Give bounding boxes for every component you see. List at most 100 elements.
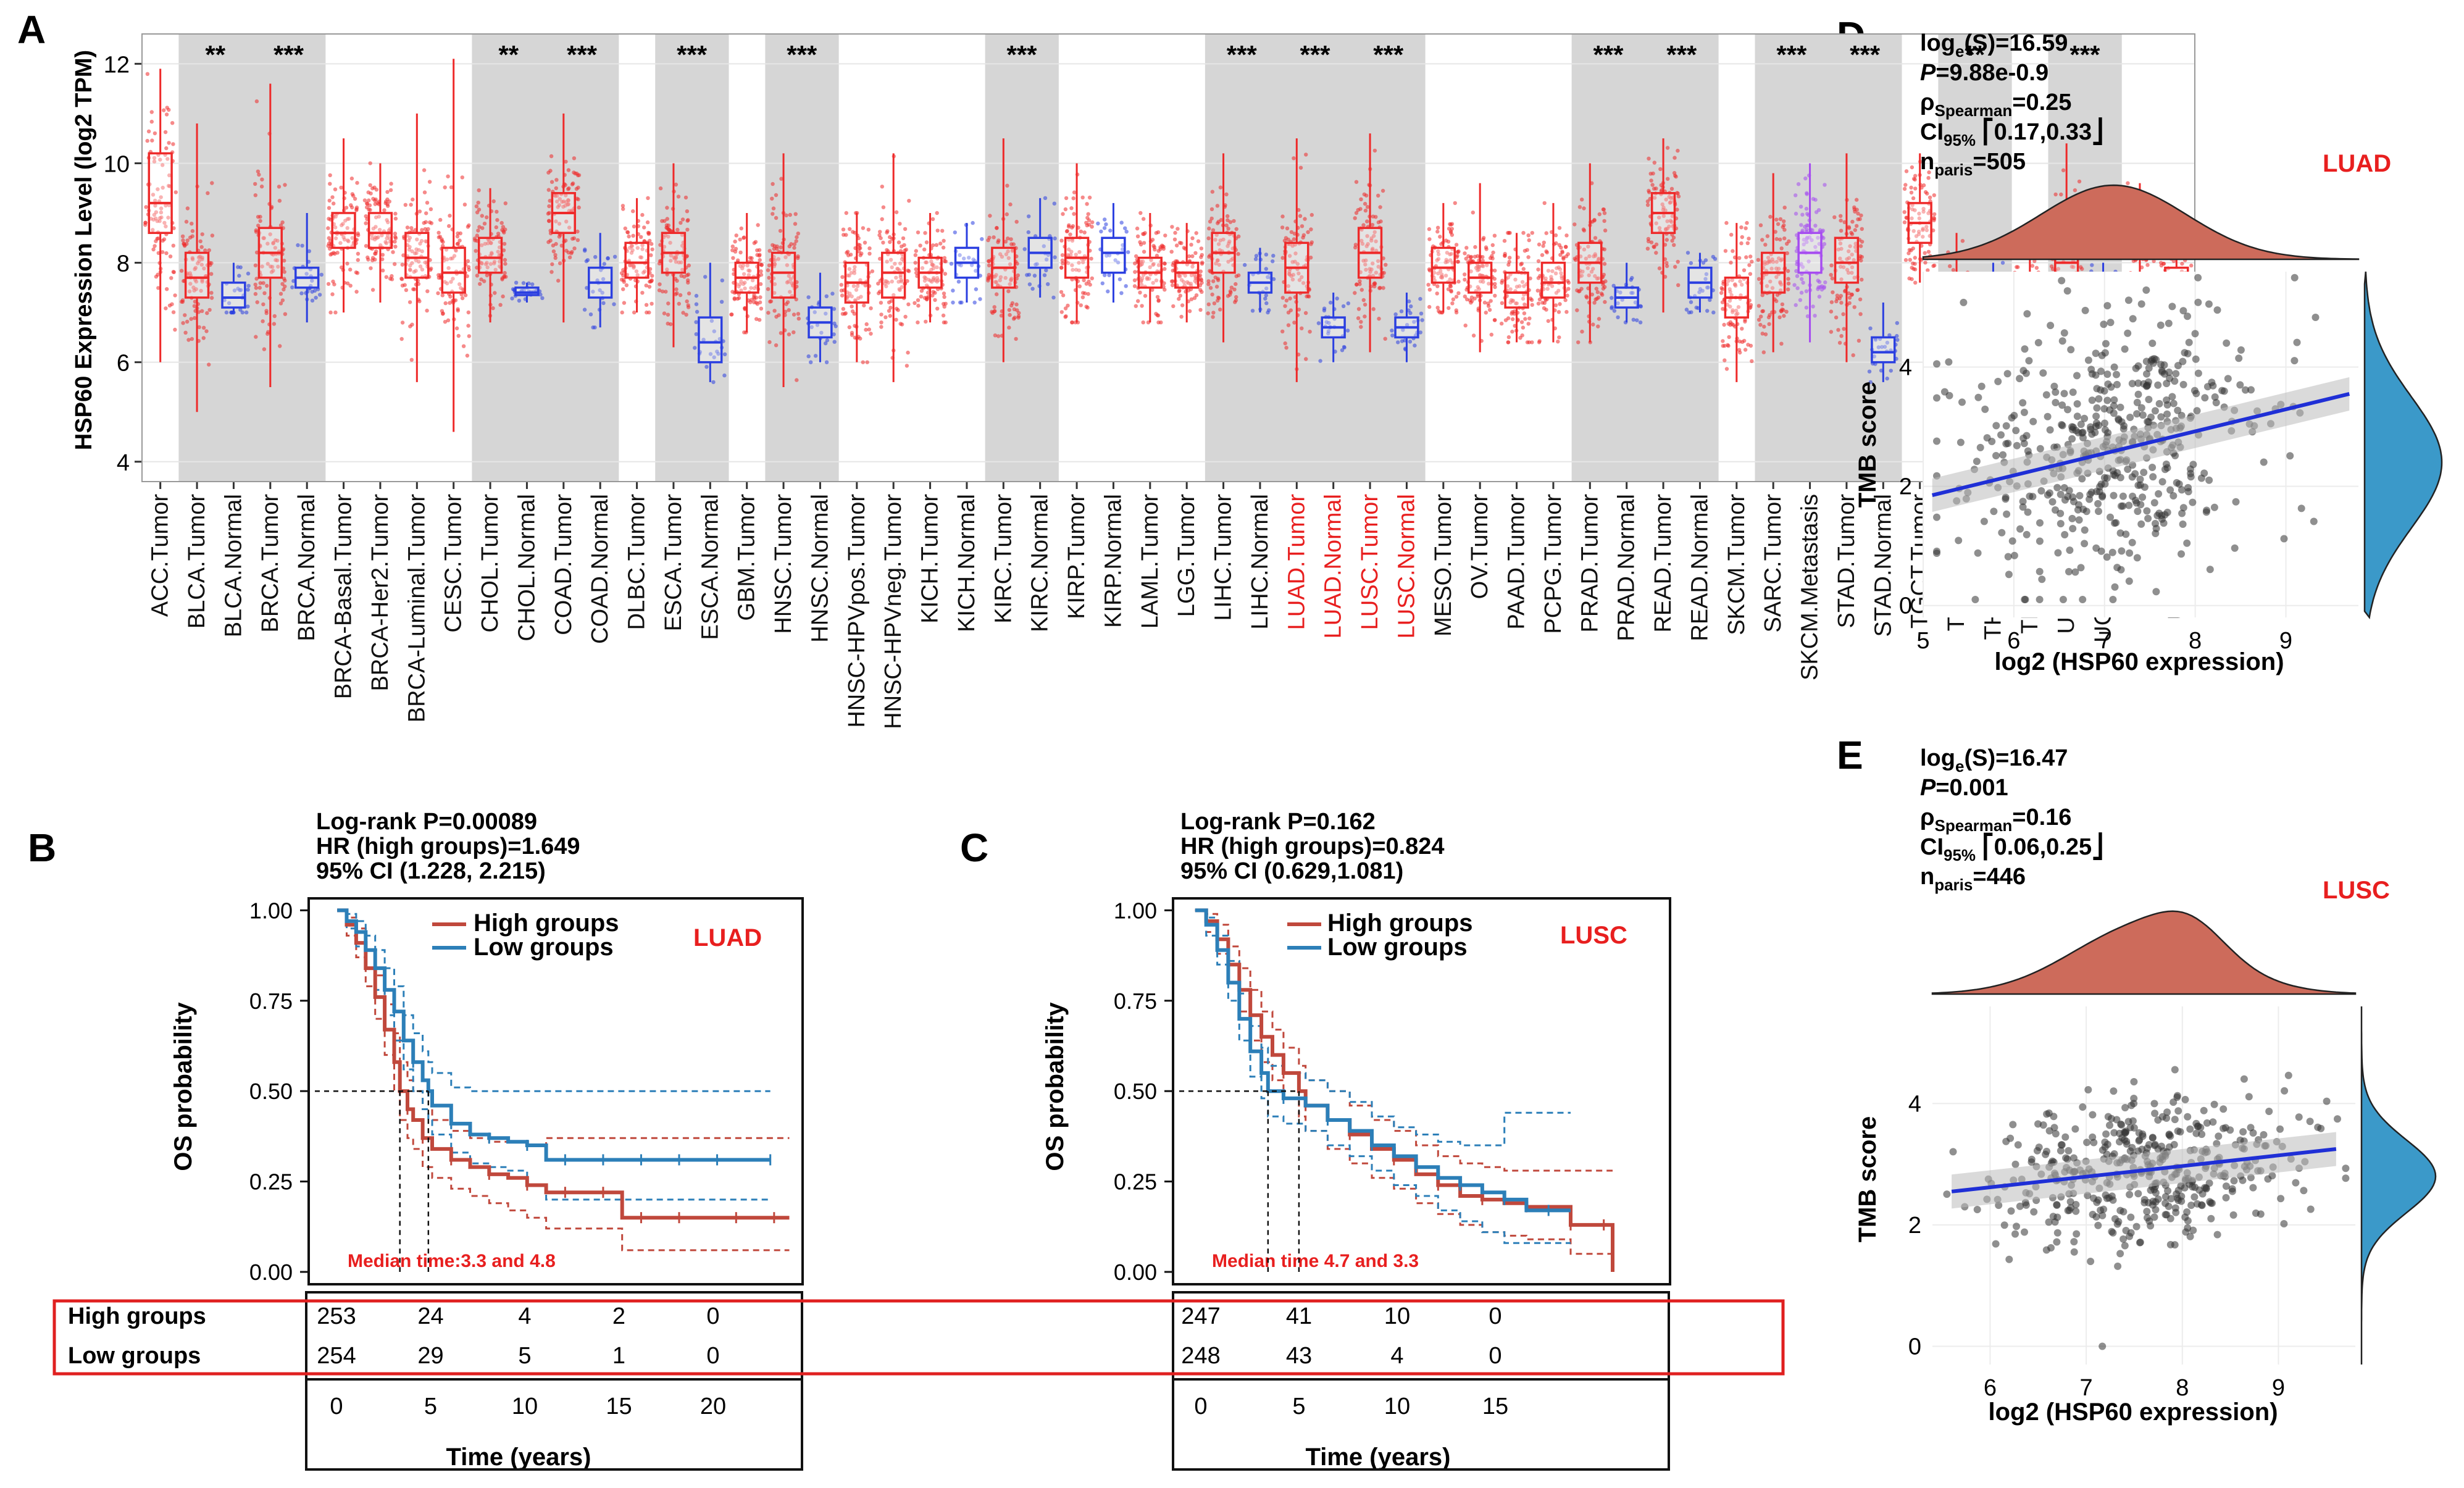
- jitter-point: [731, 256, 735, 261]
- x-tick-label: ACC.Tumor: [148, 494, 173, 617]
- jitter-point: [755, 248, 759, 253]
- jitter-point: [479, 261, 484, 265]
- jitter-point: [1263, 296, 1267, 301]
- jitter-point: [867, 246, 872, 251]
- jitter-point: [1208, 286, 1213, 290]
- jitter-point: [385, 190, 390, 194]
- jitter-point: [1209, 216, 1214, 221]
- jitter-point: [787, 332, 791, 336]
- jitter-point: [924, 319, 928, 324]
- jitter-point: [1044, 268, 1048, 272]
- box-luad-normal: [1316, 292, 1350, 363]
- jitter-point: [680, 243, 685, 248]
- jitter-point: [557, 222, 562, 226]
- jitter-point: [632, 310, 637, 315]
- jitter-point: [1138, 240, 1142, 245]
- jitter-point: [1306, 295, 1311, 299]
- jitter-point: [658, 186, 663, 191]
- jitter-point: [1778, 237, 1782, 242]
- x-tick-label: HNSC-HPVpos.Tumor: [844, 494, 870, 728]
- jitter-point: [246, 304, 250, 309]
- x-tick-label: HNSC.Tumor: [771, 494, 796, 634]
- km-b-stat-ci: 95% CI (1.228, 2.215): [316, 858, 546, 884]
- jitter-point: [824, 360, 829, 364]
- jitter-point: [333, 251, 337, 256]
- jitter-point: [999, 314, 1004, 318]
- jitter-point: [922, 247, 927, 252]
- jitter-point: [1729, 261, 1733, 265]
- jitter-point: [1673, 265, 1677, 269]
- jitter-point: [824, 294, 829, 298]
- jitter-point: [625, 230, 630, 235]
- jitter-point: [925, 290, 930, 295]
- x-tick-label: LAML.Tumor: [1137, 494, 1163, 629]
- jitter-point: [274, 258, 278, 262]
- jitter-point: [164, 112, 169, 117]
- jitter-point: [900, 245, 904, 249]
- jitter-point: [1100, 281, 1105, 286]
- jitter-point: [273, 238, 278, 243]
- jitter-point: [1376, 264, 1380, 269]
- jitter-point: [317, 293, 322, 297]
- jitter-point: [679, 260, 683, 265]
- jitter-point: [779, 331, 783, 335]
- jitter-point: [825, 338, 830, 343]
- jitter-point: [2034, 265, 2039, 270]
- jitter-point: [1059, 290, 1064, 295]
- jitter-point: [1009, 237, 1013, 241]
- jitter-point: [244, 310, 249, 315]
- jitter-point: [1009, 277, 1014, 281]
- jitter-point: [1580, 329, 1584, 334]
- jitter-point: [179, 269, 184, 273]
- jitter-point: [577, 205, 581, 210]
- jitter-point: [1761, 350, 1766, 354]
- jitter-point: [1530, 340, 1534, 345]
- scatter-point: [2312, 314, 2320, 321]
- x-tick-label: BRCA-Luminal.Tumor: [404, 494, 430, 723]
- jitter-point: [704, 365, 709, 369]
- jitter-point: [995, 292, 999, 296]
- jitter-point: [1161, 246, 1166, 251]
- jitter-point: [1211, 279, 1216, 283]
- jitter-point: [1219, 218, 1224, 222]
- jitter-point: [550, 262, 554, 267]
- jitter-point: [1557, 335, 1561, 340]
- jitter-point: [461, 344, 466, 348]
- jitter-point: [612, 254, 617, 259]
- jitter-point: [774, 215, 779, 220]
- jitter-point: [1522, 311, 1527, 316]
- jitter-point: [456, 308, 460, 313]
- jitter-point: [172, 226, 176, 230]
- jitter-point: [390, 274, 394, 278]
- jitter-point: [1476, 264, 1480, 269]
- jitter-point: [310, 278, 314, 283]
- jitter-point: [1132, 284, 1137, 288]
- scatter-point: [2125, 501, 2133, 509]
- jitter-point: [1151, 262, 1156, 266]
- x-tick-label: HNSC-HPVneg.Tumor: [880, 494, 906, 729]
- jitter-point: [685, 209, 690, 214]
- jitter-point: [157, 216, 162, 220]
- jitter-point: [1189, 243, 1193, 247]
- jitter-point: [1221, 237, 1226, 242]
- jitter-point: [1008, 202, 1013, 207]
- jitter-point: [824, 311, 828, 316]
- jitter-point: [1804, 206, 1809, 211]
- jitter-point: [1374, 239, 1378, 244]
- jitter-point: [1786, 287, 1790, 291]
- jitter-point: [591, 290, 595, 294]
- scatter-point: [1999, 451, 2007, 459]
- jitter-point: [566, 250, 571, 255]
- jitter-point: [1834, 299, 1839, 304]
- jitter-point: [2059, 192, 2063, 197]
- jitter-point: [1359, 288, 1364, 292]
- jitter-point: [278, 301, 283, 306]
- jitter-point: [548, 199, 552, 203]
- jitter-point: [393, 211, 398, 216]
- jitter-point: [1150, 288, 1155, 292]
- jitter-point: [354, 205, 359, 210]
- risk-count: 247: [1181, 1303, 1220, 1329]
- scatter-point: [2081, 526, 2089, 534]
- jitter-point: [312, 288, 317, 293]
- jitter-point: [356, 231, 360, 236]
